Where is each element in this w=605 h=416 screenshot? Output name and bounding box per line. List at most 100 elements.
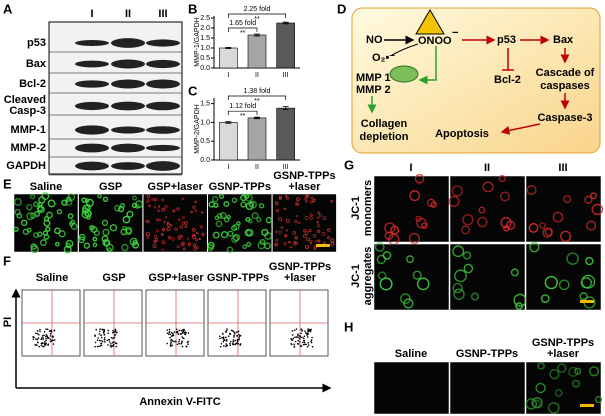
- event: [230, 329, 233, 332]
- event: [295, 336, 298, 338]
- cell: [92, 242, 98, 248]
- micrograph: [525, 175, 602, 243]
- cell: [195, 231, 199, 235]
- event: [95, 328, 98, 331]
- cell: [145, 232, 150, 237]
- event: [234, 343, 237, 346]
- error-bar: [254, 33, 260, 37]
- cell: [421, 222, 428, 230]
- scale-bar: [580, 300, 594, 303]
- y-tick-label: 0.0: [200, 65, 210, 72]
- panel-label: B: [188, 1, 197, 16]
- event: [100, 342, 102, 345]
- cell: [240, 201, 247, 208]
- cell: [102, 228, 110, 237]
- cell: [85, 198, 94, 207]
- event: [115, 330, 117, 332]
- cell: [192, 233, 196, 237]
- error-bar: [282, 106, 289, 111]
- cell: [153, 235, 158, 239]
- event: [238, 337, 240, 339]
- cell: [161, 248, 164, 251]
- event: [36, 344, 38, 347]
- node-no: NO: [366, 34, 383, 46]
- cell: [310, 196, 314, 200]
- cell: [304, 231, 309, 235]
- cell: [591, 203, 604, 216]
- cell: [292, 242, 297, 246]
- node-cascade: caspases: [540, 80, 590, 92]
- cell: [46, 211, 53, 219]
- cell: [56, 209, 63, 215]
- event: [294, 340, 297, 343]
- cell: [296, 202, 300, 206]
- cell: [61, 199, 68, 206]
- bar: [219, 47, 238, 69]
- event: [39, 330, 41, 333]
- event: [46, 328, 49, 331]
- cell: [285, 229, 288, 232]
- cell: [101, 235, 109, 243]
- cell: [145, 219, 149, 223]
- cell: [43, 219, 51, 227]
- event: [238, 335, 241, 338]
- cell: [101, 219, 109, 226]
- node-apoptosis: Apoptosis: [435, 128, 489, 140]
- cell: [306, 194, 310, 198]
- quadrant-line: [270, 290, 328, 356]
- event: [187, 340, 189, 343]
- cell: [109, 224, 118, 232]
- event: [311, 336, 313, 339]
- event: [170, 335, 173, 337]
- condition-label: +laser: [288, 181, 321, 193]
- cell: [121, 243, 129, 252]
- event: [295, 328, 298, 330]
- micrograph: [525, 243, 602, 311]
- bracket: [227, 13, 287, 18]
- event: [94, 345, 97, 348]
- event: [293, 343, 295, 346]
- cell: [309, 216, 314, 221]
- cell: [327, 228, 331, 232]
- event: [306, 336, 309, 338]
- cell: [132, 239, 138, 245]
- event: [180, 343, 182, 345]
- cell: [223, 201, 230, 208]
- event: [225, 343, 228, 345]
- row-label: GAPDH: [6, 160, 46, 172]
- event: [305, 343, 308, 346]
- cell: [251, 212, 259, 220]
- cell: [317, 239, 321, 243]
- cell: [192, 228, 196, 232]
- cell: [566, 252, 579, 265]
- cell: [102, 239, 110, 247]
- event: [223, 345, 225, 347]
- mito-icon: [389, 65, 419, 83]
- cell: [161, 198, 165, 202]
- node-collagen: depletion: [360, 131, 409, 143]
- event: [297, 339, 300, 342]
- event: [178, 329, 181, 332]
- cell: [193, 247, 197, 251]
- event: [297, 334, 299, 337]
- event: [37, 337, 40, 339]
- event: [51, 335, 54, 338]
- cell: [198, 237, 201, 241]
- event: [219, 345, 222, 348]
- cell: [146, 236, 150, 239]
- event: [38, 345, 41, 348]
- event: [298, 335, 301, 337]
- event: [232, 339, 235, 341]
- cell: [14, 208, 21, 216]
- event: [49, 335, 52, 337]
- cell: [160, 233, 164, 236]
- cell: [510, 268, 519, 277]
- event: [302, 341, 304, 344]
- cell: [152, 244, 157, 249]
- cell: [97, 193, 102, 199]
- event: [112, 331, 114, 334]
- panel-label: H: [344, 319, 353, 334]
- event: [226, 328, 228, 330]
- row-label: Bcl-2: [19, 78, 46, 90]
- comparison-label: 2.25 fold: [244, 6, 271, 13]
